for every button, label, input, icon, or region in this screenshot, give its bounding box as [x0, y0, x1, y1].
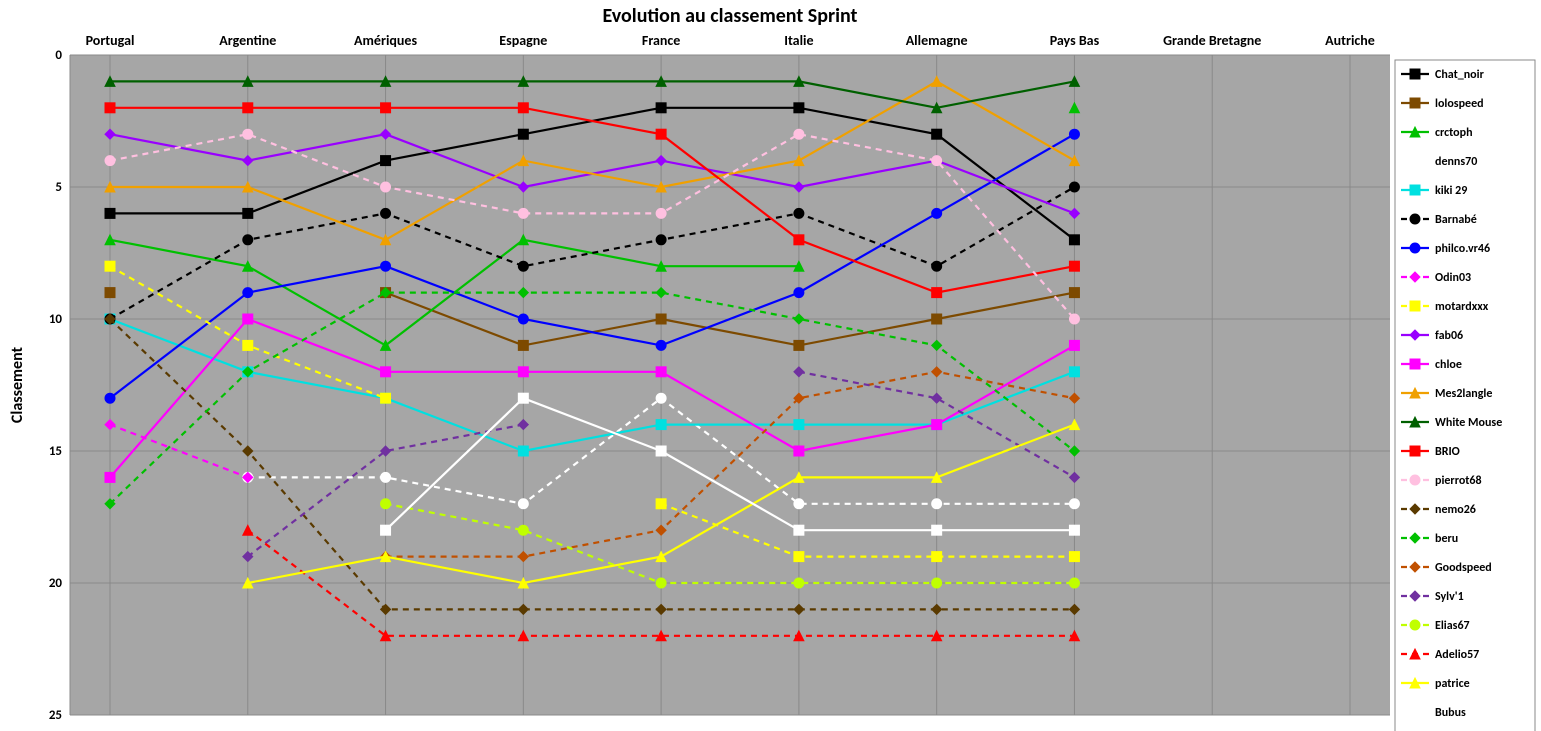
svg-text:Argentine: Argentine: [219, 32, 276, 49]
svg-text:Odin03: Odin03: [1435, 271, 1471, 285]
svg-text:Allemagne: Allemagne: [906, 32, 968, 49]
svg-text:15: 15: [49, 444, 62, 459]
svg-text:Goodspeed: Goodspeed: [1435, 561, 1492, 575]
svg-text:pierrot68: pierrot68: [1435, 474, 1482, 488]
svg-text:Evolution au classement Sprint: Evolution au classement Sprint: [603, 4, 858, 28]
svg-text:chloe: chloe: [1435, 358, 1462, 372]
svg-text:beru: beru: [1435, 532, 1458, 546]
svg-text:Classement: Classement: [8, 346, 27, 423]
svg-text:Elias67: Elias67: [1435, 619, 1470, 633]
svg-text:White Mouse: White Mouse: [1435, 416, 1502, 430]
svg-text:Italie: Italie: [784, 32, 813, 49]
svg-text:BRIO: BRIO: [1435, 445, 1460, 459]
svg-text:Adelio57: Adelio57: [1435, 648, 1479, 662]
svg-text:motardxxx: motardxxx: [1435, 300, 1489, 314]
svg-text:10: 10: [49, 312, 63, 327]
svg-text:Espagne: Espagne: [499, 32, 547, 49]
svg-text:philco.vr46: philco.vr46: [1435, 242, 1490, 256]
svg-text:20: 20: [49, 576, 63, 591]
svg-text:Autriche: Autriche: [1325, 32, 1375, 49]
svg-text:5: 5: [55, 180, 62, 195]
ranking-evolution-chart: 0 5 10 15 20 25 Portugal Argentine Amériques Espa…: [0, 0, 1541, 731]
svg-text:Chat_noir: Chat_noir: [1435, 68, 1485, 82]
svg-text:crctoph: crctoph: [1435, 126, 1473, 140]
svg-text:lolospeed: lolospeed: [1435, 97, 1484, 111]
svg-text:Mes2langle: Mes2langle: [1435, 387, 1492, 401]
svg-text:Bubus: Bubus: [1435, 706, 1466, 720]
svg-text:Portugal: Portugal: [86, 32, 135, 49]
svg-text:France: France: [642, 32, 680, 49]
svg-text:patrice: patrice: [1435, 677, 1470, 691]
svg-text:Amériques: Amériques: [354, 32, 417, 49]
svg-text:Pays Bas: Pays Bas: [1050, 32, 1100, 49]
svg-text:Sylv'1: Sylv'1: [1435, 590, 1464, 604]
svg-text:nemo26: nemo26: [1435, 503, 1476, 517]
svg-text:kiki 29: kiki 29: [1435, 184, 1467, 198]
svg-text:0: 0: [55, 48, 62, 63]
svg-text:Barnabé: Barnabé: [1435, 213, 1477, 227]
svg-text:25: 25: [49, 708, 62, 723]
svg-text:denns70: denns70: [1435, 155, 1477, 169]
svg-text:Grande Bretagne: Grande Bretagne: [1163, 32, 1261, 49]
svg-text:fab06: fab06: [1435, 329, 1463, 343]
